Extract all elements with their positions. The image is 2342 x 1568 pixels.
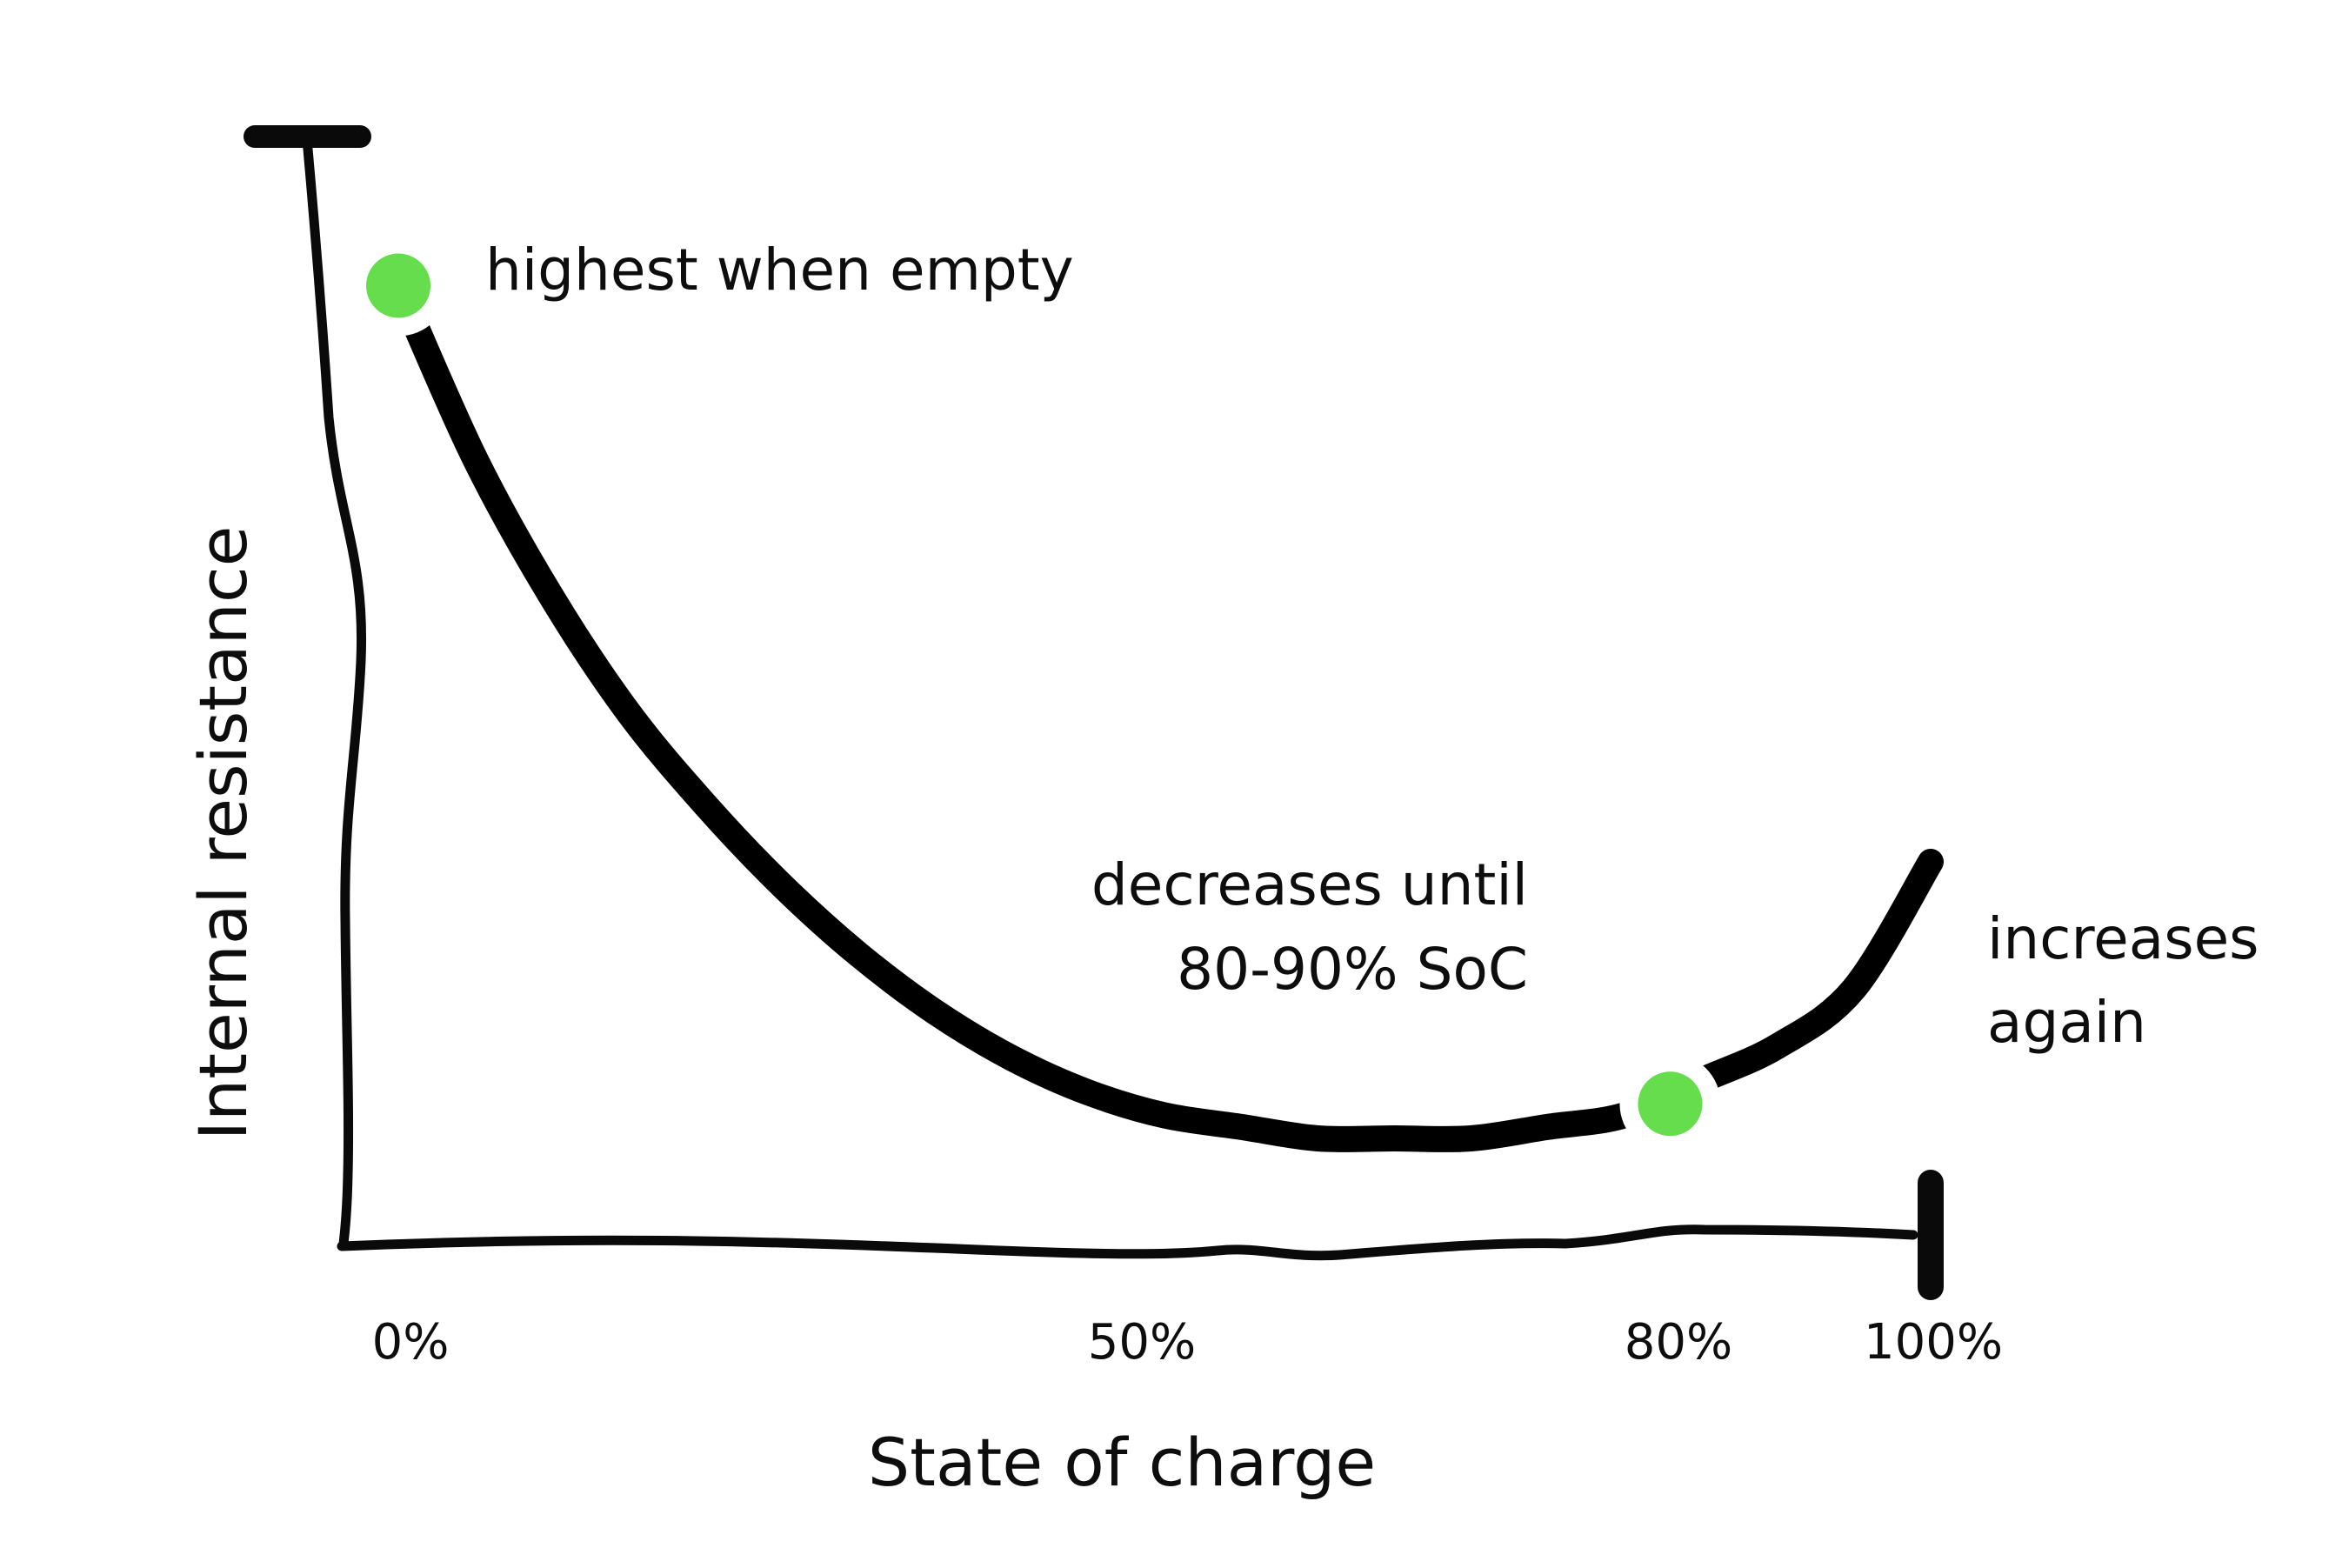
x-tick-label: 80% bbox=[1625, 1314, 1732, 1371]
annotation-decreases-line1: decreases until bbox=[1091, 851, 1528, 918]
y-axis-line bbox=[302, 134, 367, 1249]
highlight-point bbox=[366, 253, 430, 318]
x-axis-line bbox=[337, 1224, 1918, 1261]
annotation-decreases-line2: 80-90% SoC bbox=[1177, 936, 1528, 1003]
series-line bbox=[385, 272, 1944, 1152]
series-curve bbox=[385, 272, 1944, 1152]
x-tick-labels: 0% 50% 80% 100% bbox=[372, 1314, 2003, 1371]
x-tick-label: 100% bbox=[1864, 1314, 2003, 1371]
x-tick-label: 0% bbox=[372, 1314, 450, 1371]
x-tick-label: 50% bbox=[1088, 1314, 1196, 1371]
annotation-increases-line2: again bbox=[1987, 989, 2146, 1056]
highlight-points bbox=[348, 235, 1721, 1155]
annotation-increases-line1: increases bbox=[1987, 905, 2259, 972]
y-axis-label: Internal resistance bbox=[184, 526, 262, 1141]
annotation-highest-when-empty: highest when empty bbox=[485, 237, 1074, 304]
highlight-point bbox=[1638, 1071, 1703, 1137]
x-axis-label: State of charge bbox=[868, 1424, 1376, 1501]
